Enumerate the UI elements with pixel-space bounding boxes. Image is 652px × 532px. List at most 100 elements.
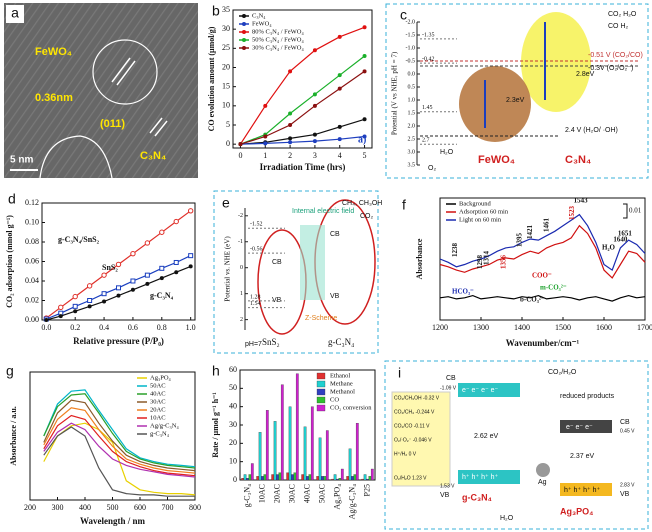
marker [44, 318, 49, 322]
x-tick-label: 4 [338, 151, 342, 160]
x-tick-label: 1600 [596, 323, 612, 332]
y-tick-label: 60 [229, 365, 237, 374]
peak-label: 1461 [543, 218, 551, 233]
marker [116, 293, 121, 298]
marker [288, 111, 293, 116]
marker [288, 69, 293, 74]
level-label: 1.28 [250, 294, 261, 300]
series-line [239, 26, 365, 145]
lattice-marker [154, 120, 168, 137]
panel-letter: h [212, 363, 220, 379]
field-region [300, 225, 325, 300]
bar [256, 476, 260, 481]
legend-label: 20AC [150, 406, 166, 413]
label: 2.37 eV [570, 453, 594, 460]
bar [258, 432, 262, 481]
gcn-cb [458, 383, 520, 397]
label: -1.09 V [440, 385, 457, 391]
annotation: a) [358, 134, 366, 145]
panel-letter: e [222, 195, 230, 211]
marker [101, 272, 107, 278]
level-label: -1.52 [250, 222, 263, 228]
y-tick-label: 1 [240, 291, 243, 297]
peak-label: 1543 [574, 197, 589, 205]
series-line [43, 389, 196, 468]
grain-outline [92, 39, 158, 105]
level-label: 1.45 [422, 105, 433, 111]
grain-outline [39, 135, 113, 179]
y-tick-label: 0 [226, 139, 230, 148]
fewo4-band [459, 66, 531, 142]
series-line [43, 414, 196, 477]
y-axis-title: Absorbance [415, 238, 424, 279]
marker [159, 265, 165, 271]
series-line [240, 118, 365, 145]
bar [288, 406, 292, 481]
label: CO₂ H₂O [608, 11, 637, 18]
marker [312, 48, 317, 53]
x-axis-title: Wavenumber/cm⁻¹ [506, 338, 580, 348]
label: CB [272, 259, 282, 266]
label: CO₂/CH₃OH -0.32 V [394, 395, 440, 401]
marker [130, 251, 136, 257]
legend-label: CO₂ conversion [330, 404, 372, 411]
y-tick-label: 0 [233, 475, 237, 484]
y-tick-label: 0.0 [408, 71, 416, 77]
label: FeWO₄ [35, 46, 72, 58]
bar [246, 478, 249, 481]
x-axis-title: Irradiation Time (hrs) [260, 162, 346, 172]
x-tick-label: 0.0 [41, 323, 51, 332]
series-line [43, 399, 196, 472]
label: CO₂/H₂O [548, 369, 577, 376]
marker [238, 142, 243, 147]
label: h⁺ h⁺ h⁺ h⁺ [564, 487, 600, 494]
peak-label: 1651 [618, 230, 633, 238]
panel-letter: b [212, 3, 220, 19]
scale-label: 5 nm [10, 155, 33, 166]
y-tick-label: 20 [222, 62, 230, 71]
bar [353, 474, 357, 481]
annotation: b-CO₃²⁻ [520, 296, 545, 304]
bar [321, 476, 324, 481]
peak-label: 1395 [516, 233, 524, 248]
label: Ag₃PO₄ [560, 506, 593, 516]
label: O₂/H₂O 1.23 V [394, 475, 427, 481]
bar [363, 474, 367, 481]
x-tick-label: 300 [52, 503, 64, 512]
bar [248, 474, 252, 481]
label: g-C₃N₄ [462, 492, 492, 502]
legend-label: 50% C₃N₄ / FeWO₄ [252, 36, 304, 43]
series-line [43, 426, 195, 497]
marker [58, 314, 63, 319]
label: CO₂ [360, 213, 374, 220]
bar [278, 472, 282, 481]
marker [144, 240, 151, 246]
bar [368, 476, 372, 481]
panel-letter: c [400, 7, 407, 23]
x-tick-label: 500 [107, 503, 119, 512]
y-tick-label: -0.5 [406, 58, 416, 64]
marker [116, 285, 121, 291]
annotation: COO⁻ [532, 272, 552, 280]
marker [263, 103, 268, 108]
marker [159, 229, 165, 235]
marker [174, 270, 179, 275]
label: reduced products [560, 393, 615, 400]
y-tick-label: -1 [238, 239, 243, 245]
panel-letter-bg [6, 5, 24, 23]
marker [72, 303, 78, 309]
bar [338, 478, 342, 481]
x-tick-label: 5 [363, 151, 367, 160]
y-tick-label: 3.0 [408, 149, 416, 155]
label: CB [446, 375, 456, 382]
annotation: H₂O [602, 244, 616, 252]
label: Z-Scheme [305, 315, 337, 322]
y-tick-label: 0.02 [25, 295, 39, 304]
label: C₃N₄ [140, 150, 166, 162]
label: Ag [538, 479, 547, 486]
bar [265, 410, 269, 481]
legend-marker [242, 14, 246, 18]
bar [325, 430, 329, 481]
panel-letter: d [8, 191, 16, 207]
x-tick-label: 2 [288, 151, 292, 160]
